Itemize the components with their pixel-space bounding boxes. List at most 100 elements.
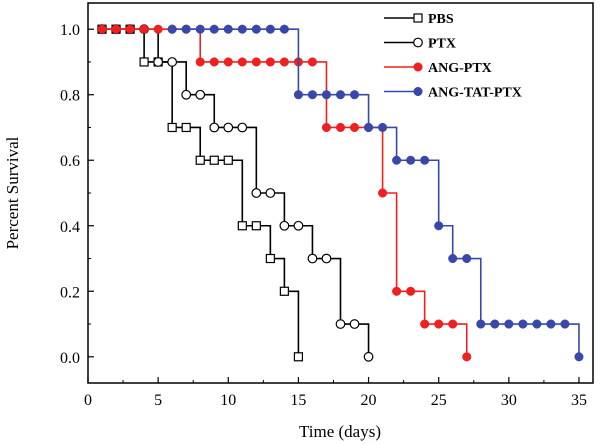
legend: PBS PTX ANG-PTX ANG-TAT-PTX <box>384 12 522 101</box>
legend-entry-ang-tat-ptx: ANG-TAT-PTX <box>384 86 522 101</box>
y-axis-label: Percent Survival <box>3 136 22 249</box>
data-point-pbs <box>167 122 177 133</box>
data-point-ang-tat-ptx <box>251 24 261 34</box>
data-point-ptx <box>307 253 318 264</box>
data-point-ang-tat-ptx <box>237 24 247 34</box>
data-point-pbs <box>265 253 275 264</box>
data-point-ang-tat-ptx <box>223 24 233 34</box>
data-point-ptx <box>349 319 360 329</box>
data-point-ang-tat-ptx <box>504 319 514 329</box>
data-point-ptx <box>237 122 248 133</box>
data-point-pbs <box>293 352 304 362</box>
data-point-ang-ptx <box>378 188 388 198</box>
data-point-pbs <box>223 155 233 165</box>
data-point-ptx <box>335 319 346 329</box>
data-point-ang-ptx <box>434 319 444 329</box>
data-point-ang-ptx <box>321 122 332 133</box>
x-tick-label: 0 <box>84 392 92 409</box>
series-line-pbs <box>102 28 300 357</box>
data-point-pbs <box>181 122 191 133</box>
data-point-ang-ptx <box>307 57 317 67</box>
y-tick-label: 0.0 <box>60 350 80 367</box>
data-point-ang-tat-ptx <box>518 319 528 329</box>
data-point-pbs <box>237 221 247 231</box>
x-tick-label: 30 <box>501 392 517 409</box>
data-point-ptx <box>293 220 304 231</box>
data-point-pbs <box>139 57 149 67</box>
y-tick-label: 0.8 <box>60 88 80 105</box>
series-ang-tat-ptx <box>167 24 584 362</box>
legend-marker <box>413 13 423 23</box>
ticks-layer: 0 5 10 15 20 25 30 35 0.0 0.2 0.4 0.6 0.8 1.0 <box>60 22 587 409</box>
data-point-ang-ptx <box>265 57 275 67</box>
data-point-ang-tat-ptx <box>420 155 430 165</box>
data-point-ang-tat-ptx <box>490 319 500 329</box>
data-point-ptx <box>279 220 290 231</box>
data-point-ang-ptx <box>153 24 163 34</box>
legend-marker <box>413 62 423 72</box>
legend-marker <box>413 86 423 97</box>
data-point-pbs <box>279 286 289 296</box>
data-point-ang-ptx <box>392 286 402 296</box>
data-point-ang-ptx <box>111 24 121 34</box>
data-point-ang-tat-ptx <box>209 24 219 34</box>
data-point-ang-tat-ptx <box>434 221 444 231</box>
data-point-ang-tat-ptx <box>560 319 570 329</box>
legend-label: PTX <box>428 37 456 52</box>
x-tick-label: 25 <box>431 392 447 409</box>
legend-marker <box>413 37 423 48</box>
data-point-ang-tat-ptx <box>167 24 177 34</box>
data-point-ptx <box>153 57 164 67</box>
data-point-ang-tat-ptx <box>532 319 542 329</box>
data-point-ang-tat-ptx <box>335 90 346 100</box>
series-layer <box>97 24 584 362</box>
data-point-ang-ptx <box>223 57 233 67</box>
data-point-ang-tat-ptx <box>265 24 275 34</box>
data-point-pbs <box>209 155 219 165</box>
data-point-ang-tat-ptx <box>181 24 191 34</box>
data-point-ang-tat-ptx <box>321 90 332 100</box>
x-tick-label: 35 <box>571 392 587 409</box>
data-point-ptx <box>363 351 374 362</box>
x-tick-label: 5 <box>154 392 162 409</box>
data-point-ang-ptx <box>139 24 149 34</box>
legend-label: ANG-TAT-PTX <box>428 86 522 101</box>
data-point-ang-ptx <box>251 57 261 67</box>
data-point-ptx <box>195 89 206 100</box>
data-point-ang-tat-ptx <box>462 253 472 264</box>
data-point-ang-tat-ptx <box>307 90 317 100</box>
x-tick-label: 20 <box>361 392 377 409</box>
data-point-ang-tat-ptx <box>476 319 486 329</box>
y-tick-label: 0.6 <box>60 153 80 170</box>
data-point-ptx <box>321 253 332 264</box>
data-point-ang-tat-ptx <box>448 253 458 264</box>
data-point-ang-ptx <box>349 122 360 133</box>
series-line-ang-tat-ptx <box>172 28 580 357</box>
y-tick-label: 0.2 <box>60 284 80 301</box>
data-point-ang-tat-ptx <box>546 319 556 329</box>
x-tick-label: 10 <box>220 392 236 409</box>
data-point-ptx <box>167 57 178 67</box>
data-point-ang-ptx <box>209 57 219 67</box>
data-point-ang-tat-ptx <box>293 90 303 100</box>
data-point-ang-ptx <box>335 122 346 133</box>
x-axis-label: Time (days) <box>299 422 381 441</box>
y-tick-label: 1.0 <box>60 22 80 39</box>
data-point-ang-ptx <box>462 352 472 362</box>
data-point-ang-ptx <box>420 319 430 329</box>
legend-entry-ang-ptx: ANG-PTX <box>384 61 492 76</box>
data-point-ptx <box>209 122 220 133</box>
data-point-ang-tat-ptx <box>364 122 374 133</box>
data-point-ptx <box>223 122 234 133</box>
series-ptx <box>97 24 374 362</box>
data-point-pbs <box>251 221 261 231</box>
data-point-ang-ptx <box>97 24 107 34</box>
legend-entry-pbs: PBS <box>384 12 454 27</box>
data-point-ang-tat-ptx <box>406 155 416 165</box>
data-point-ang-tat-ptx <box>349 90 360 100</box>
legend-entry-ptx: PTX <box>384 37 456 52</box>
data-point-ptx <box>265 188 276 198</box>
data-point-ang-tat-ptx <box>378 122 388 133</box>
data-point-ang-ptx <box>125 24 135 34</box>
data-point-ptx <box>251 188 262 198</box>
